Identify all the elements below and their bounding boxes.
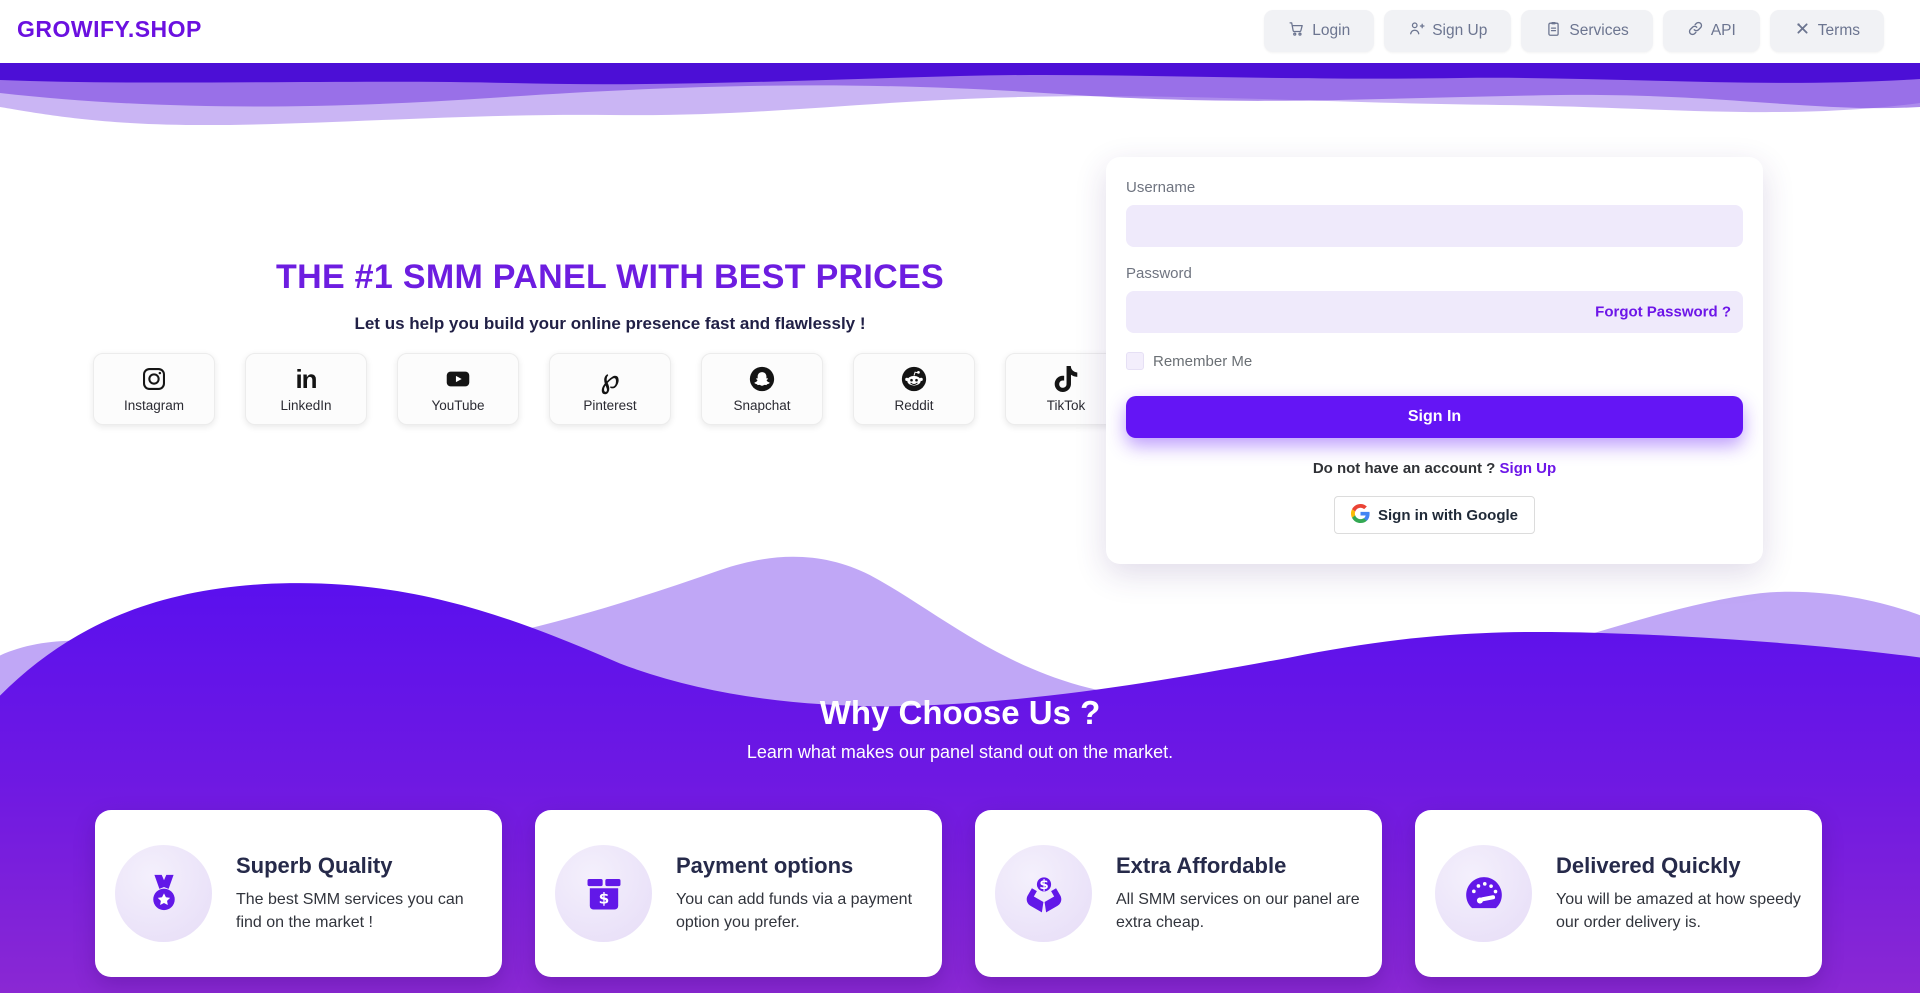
feature-desc: The best SMM services you can find on th… [236, 890, 464, 931]
nav-label: Login [1312, 22, 1351, 39]
username-input[interactable] [1126, 205, 1743, 247]
hero-title: THE #1 SMM PANEL WITH BEST PRICES [276, 258, 944, 296]
google-button-label: Sign in with Google [1378, 506, 1518, 524]
pinterest-icon: ℘ [600, 362, 620, 395]
svg-text:$: $ [598, 889, 609, 907]
feature-title: Delivered Quickly [1556, 852, 1741, 878]
nav-label: API [1710, 22, 1736, 39]
platform-label: Pinterest [583, 397, 637, 413]
reddit-icon [901, 366, 927, 393]
no-account-row: Do not have an account ? Sign Up [1126, 460, 1743, 477]
hero-subtitle: Let us help you build your online presen… [354, 314, 866, 333]
platform-card-pinterest[interactable]: ℘ Pinterest [549, 353, 671, 425]
header: GROWIFY.SHOP Login Sign Up Services API … [0, 0, 1920, 63]
feature-text: Delivered Quickly You will be amazed at … [1556, 853, 1802, 934]
feature-desc: You can add funds via a payment option y… [676, 890, 913, 931]
link-icon [1687, 20, 1704, 42]
youtube-icon [445, 366, 471, 393]
platform-label: Snapchat [733, 397, 791, 413]
platform-label: Instagram [123, 397, 185, 413]
remember-me-row: Remember Me [1126, 352, 1743, 370]
hero-section: THE #1 SMM PANEL WITH BEST PRICES Let us… [0, 0, 1220, 560]
nav-label: Sign Up [1432, 22, 1488, 39]
login-card: Username Password Forgot Password ? Reme… [1106, 157, 1763, 564]
linkedin-icon: in [295, 364, 317, 394]
why-choose-us-title: Why Choose Us ? [819, 694, 1101, 731]
nav-label: Terms [1817, 22, 1860, 39]
platform-label: LinkedIn [280, 397, 332, 413]
password-input[interactable] [1126, 291, 1743, 333]
sign-in-button[interactable]: Sign In [1126, 396, 1743, 438]
gauge-icon [1435, 845, 1532, 942]
no-account-text: Do not have an account ? [1312, 460, 1496, 477]
nav-services-button[interactable]: Services [1521, 10, 1653, 52]
feature-card-delivery: Delivered Quickly You will be amazed at … [1415, 810, 1822, 977]
middle-wave-decoration [0, 556, 1920, 786]
instagram-icon [141, 366, 167, 393]
remember-label: Remember Me [1153, 352, 1253, 370]
header-nav: Login Sign Up Services API Terms [1264, 10, 1884, 52]
tools-icon [1794, 20, 1811, 42]
password-field-wrap: Forgot Password ? [1126, 291, 1743, 333]
why-choose-us-subtitle: Learn what makes our panel stand out on … [746, 742, 1174, 762]
box-dollar-icon: $ [555, 845, 652, 942]
google-sign-in-button[interactable]: Sign in with Google [1334, 496, 1535, 534]
feature-card-payments: $ Payment options You can add funds via … [535, 810, 942, 977]
platform-label: TikTok [1046, 397, 1086, 413]
feature-card-quality: Superb Quality The best SMM services you… [95, 810, 502, 977]
remember-checkbox[interactable] [1126, 352, 1144, 370]
feature-desc: All SMM services on our panel are extra … [1116, 890, 1360, 931]
feature-text: Superb Quality The best SMM services you… [236, 853, 482, 934]
top-wave-decoration [0, 63, 1920, 126]
platform-label: YouTube [431, 397, 485, 413]
snapchat-icon [749, 366, 775, 393]
google-icon [1351, 503, 1370, 527]
cart-icon [1288, 20, 1305, 42]
nav-login-button[interactable]: Login [1264, 10, 1375, 52]
feature-desc: You will be amazed at how speedy our ord… [1556, 890, 1801, 931]
features-row: Superb Quality The best SMM services you… [95, 810, 1825, 977]
feature-card-affordable: $ Extra Affordable All SMM services on o… [975, 810, 1382, 977]
feature-title: Payment options [676, 852, 854, 878]
feature-title: Extra Affordable [1116, 852, 1287, 878]
platform-card-snapchat[interactable]: Snapchat [701, 353, 823, 425]
nav-signup-button[interactable]: Sign Up [1384, 10, 1512, 52]
username-label: Username [1126, 179, 1196, 196]
brand-logo[interactable]: GROWIFY.SHOP [17, 16, 202, 42]
platform-card-youtube[interactable]: YouTube [397, 353, 519, 425]
hands-holding-dollar-icon: $ [995, 845, 1092, 942]
password-label: Password [1126, 265, 1192, 282]
user-plus-icon [1408, 20, 1425, 42]
svg-text:$: $ [1039, 878, 1048, 893]
clipboard-icon [1545, 20, 1562, 42]
platform-card-linkedin[interactable]: in LinkedIn [245, 353, 367, 425]
platforms-row: Instagram in LinkedIn YouTube ℘ Pinteres… [0, 353, 1220, 425]
feature-text: Extra Affordable All SMM services on our… [1116, 853, 1362, 934]
forgot-password-link[interactable]: Forgot Password ? [1595, 303, 1731, 321]
feature-text: Payment options You can add funds via a … [676, 853, 922, 934]
nav-label: Services [1569, 22, 1629, 39]
sign-up-link[interactable]: Sign Up [1499, 460, 1557, 477]
nav-terms-button[interactable]: Terms [1769, 10, 1884, 52]
tiktok-icon [1053, 366, 1079, 393]
medal-icon [115, 845, 212, 942]
platform-card-reddit[interactable]: Reddit [853, 353, 975, 425]
feature-title: Superb Quality [236, 852, 393, 878]
platform-card-instagram[interactable]: Instagram [93, 353, 215, 425]
platform-label: Reddit [894, 397, 934, 413]
nav-api-button[interactable]: API [1662, 10, 1760, 52]
